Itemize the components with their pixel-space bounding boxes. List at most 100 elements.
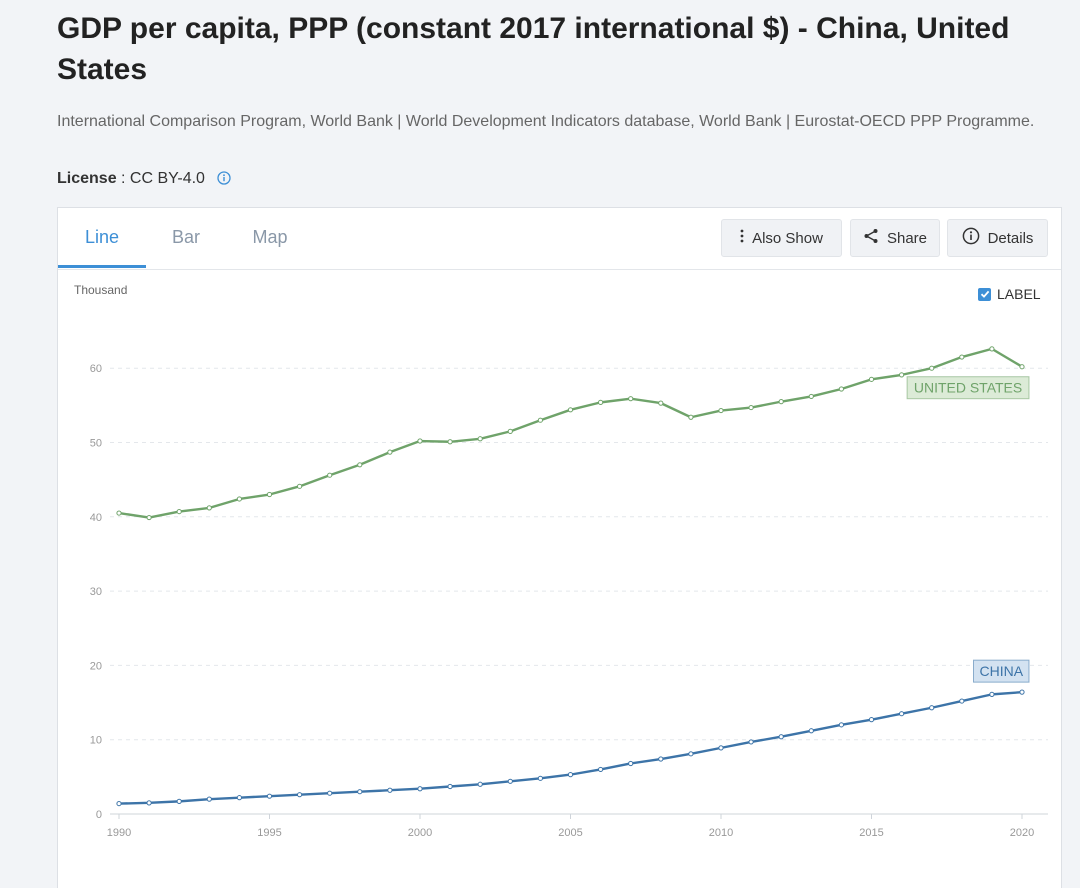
also-show-label: Also Show [752,229,823,247]
united-states-data-point [387,449,393,455]
share-icon [863,228,879,248]
united-states-data-point [116,510,122,516]
china-data-point [778,734,784,740]
page-title: GDP per capita, PPP (constant 2017 inter… [57,12,1010,86]
info-icon[interactable] [217,168,232,194]
license-label: License [57,170,117,187]
united-states-data-point [146,514,152,521]
china-data-point [959,698,965,704]
united-states-data-point [748,404,754,411]
china-data-point [146,800,152,806]
china-series-label: CHINA [979,663,1023,679]
china-data-point [628,760,634,767]
china-data-point [206,796,212,802]
united-states-data-point [868,376,875,382]
china-data-point [989,691,995,697]
united-states-data-point [899,372,905,378]
details-button[interactable]: Details [947,219,1048,257]
china-data-point [507,778,513,784]
united-states-data-point [778,399,784,405]
united-states-data-point [989,346,995,352]
united-states-data-point [718,407,724,414]
united-states-data-point [567,407,574,413]
china-data-point [387,787,393,793]
label-toggle-text: LABEL [997,286,1041,302]
sources-text: International Comparison Program, World … [57,113,1035,130]
china-data-point [236,795,242,801]
y-axis-label: Thousand [74,283,127,297]
china-data-point [297,792,303,798]
china-data-point [929,705,935,711]
united-states-series-line [117,347,1024,519]
china-data-point [567,772,574,778]
line-chart: Thousand 0 10 20 30 40 50 60 1990 1995 2000 2005 201… [74,283,1048,839]
united-states-data-point [688,414,694,420]
united-states-data-point [1019,364,1025,370]
united-states-data-point [206,505,212,511]
x-tick-label: 2000 [408,827,432,839]
united-states-data-point [297,483,303,489]
y-tick-label: 40 [90,512,102,524]
china-series-line [117,690,1024,805]
united-states-data-point [808,393,814,400]
united-states-data-point [658,400,664,406]
china-data-point [357,789,363,795]
china-data-point [176,798,182,804]
china-data-point [1019,689,1025,695]
united-states-data-point [537,417,543,423]
china-data-point [899,711,905,717]
united-states-data-point [628,396,634,402]
united-states-data-point [236,496,242,502]
china-data-point [447,783,453,790]
china-data-point [327,790,333,796]
y-tick-label: 0 [96,809,102,821]
china-data-point [838,722,845,728]
also-show-button[interactable]: Also Show [721,219,842,257]
y-tick-label: 30 [90,586,102,598]
united-states-data-point [176,508,182,515]
label-checkbox[interactable] [978,287,991,301]
united-states-data-point [417,438,423,444]
tab-map[interactable]: Map [252,227,288,247]
x-tick-label: 2015 [859,827,883,839]
united-states-data-point [507,428,513,434]
china-data-point [537,775,543,781]
china-data-point [266,793,273,799]
united-states-data-point [929,365,935,371]
united-states-data-point [266,491,273,498]
china-data-point [477,781,483,787]
china-data-point [417,786,423,792]
x-tick-label: 1995 [257,827,281,839]
united-states-data-point [357,462,363,468]
china-data-point [658,756,664,762]
details-label: Details [987,229,1034,247]
label-toggle[interactable]: LABEL [978,286,1041,302]
x-tick-label: 2005 [558,827,582,839]
x-tick-label: 1990 [107,827,131,839]
china-label-box [973,659,1030,683]
china-data-point [808,728,814,734]
china-data-point [116,800,122,807]
united-states-data-point [598,399,604,405]
license-value: : CC BY-4.0 [116,170,205,187]
y-tick-label: 20 [90,660,102,672]
tab-line[interactable]: Line [58,208,146,268]
info-circle-icon [962,227,980,249]
more-vertical-icon [740,229,744,247]
china-data-point [868,717,875,723]
united-states-label-box [906,376,1030,400]
china-data-point [688,751,694,757]
china-data-point [718,745,724,751]
view-tabs: Line Bar Map Also Show Share Details [58,208,1061,270]
tab-bar[interactable]: Bar [171,227,200,247]
license-line: License : CC BY-4.0 [57,166,232,194]
united-states-data-point [838,386,845,392]
chart-panel: Line Bar Map Also Show Share Details LAB… [57,207,1062,888]
united-states-data-point [447,439,453,445]
share-label: Share [886,229,928,247]
share-button[interactable]: Share [850,219,940,257]
united-states-data-point [327,472,333,478]
united-states-data-point [959,354,965,360]
united-states-data-point [477,436,483,442]
china-data-point [748,739,754,745]
